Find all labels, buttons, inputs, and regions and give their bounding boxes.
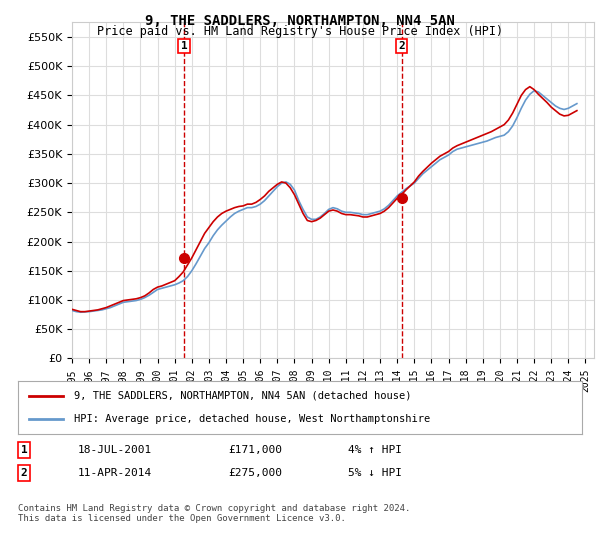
- Text: 9, THE SADDLERS, NORTHAMPTON, NN4 5AN: 9, THE SADDLERS, NORTHAMPTON, NN4 5AN: [145, 14, 455, 28]
- Text: Contains HM Land Registry data © Crown copyright and database right 2024.
This d: Contains HM Land Registry data © Crown c…: [18, 504, 410, 524]
- Text: 11-APR-2014: 11-APR-2014: [78, 468, 152, 478]
- Text: £171,000: £171,000: [228, 445, 282, 455]
- Text: 9, THE SADDLERS, NORTHAMPTON, NN4 5AN (detached house): 9, THE SADDLERS, NORTHAMPTON, NN4 5AN (d…: [74, 391, 412, 401]
- Text: 2: 2: [20, 468, 28, 478]
- Text: 1: 1: [181, 41, 187, 51]
- Text: 18-JUL-2001: 18-JUL-2001: [78, 445, 152, 455]
- Text: 4% ↑ HPI: 4% ↑ HPI: [348, 445, 402, 455]
- Text: 5% ↓ HPI: 5% ↓ HPI: [348, 468, 402, 478]
- Text: Price paid vs. HM Land Registry's House Price Index (HPI): Price paid vs. HM Land Registry's House …: [97, 25, 503, 38]
- Text: £275,000: £275,000: [228, 468, 282, 478]
- Text: 2: 2: [398, 41, 405, 51]
- Text: 1: 1: [20, 445, 28, 455]
- Text: HPI: Average price, detached house, West Northamptonshire: HPI: Average price, detached house, West…: [74, 414, 431, 424]
